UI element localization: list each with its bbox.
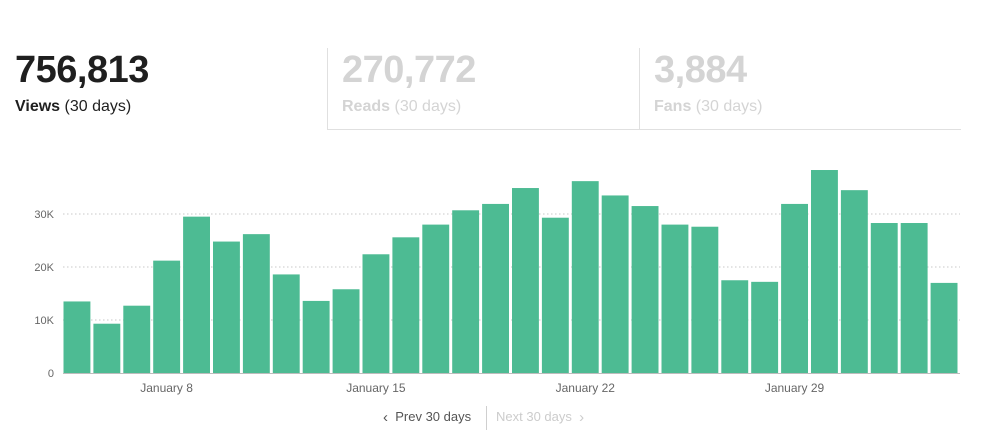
- bar: [930, 282, 958, 373]
- next-label: Next 30 days: [496, 409, 572, 424]
- bar: [751, 281, 779, 373]
- bar: [422, 224, 450, 373]
- x-tick-label: January 22: [556, 381, 616, 395]
- bar: [272, 274, 300, 373]
- y-tick-label: 20K: [34, 262, 54, 274]
- bar: [482, 203, 509, 373]
- reads-count: 270,772: [342, 49, 476, 91]
- bar: [661, 224, 689, 373]
- views-count: 756,813: [15, 49, 149, 91]
- bar: [153, 260, 181, 373]
- next-30-days-button: Next 30 days ›: [496, 409, 584, 426]
- reads-label: Reads (30 days): [328, 96, 639, 118]
- views-label-text: Views: [15, 98, 61, 115]
- bar: [332, 289, 360, 373]
- chevron-left-icon: ‹: [383, 409, 388, 426]
- pager-divider: [486, 406, 487, 430]
- bar: [183, 216, 210, 373]
- fans-period: (30 days): [695, 98, 763, 115]
- bar: [840, 190, 868, 373]
- bar: [512, 188, 539, 373]
- bar: [571, 181, 599, 373]
- fans-label-text: Fans: [654, 98, 692, 115]
- bar: [691, 226, 719, 373]
- bar: [721, 280, 749, 373]
- bar: [900, 223, 928, 373]
- views-period: (30 days): [64, 98, 132, 115]
- reads-label-text: Reads: [342, 98, 391, 115]
- bar: [302, 300, 330, 373]
- bar: [123, 305, 151, 373]
- reads-period: (30 days): [394, 98, 462, 115]
- y-tick-label: 10K: [34, 315, 54, 327]
- reads-stat-tab[interactable]: 270,772 Reads (30 days): [327, 48, 639, 130]
- fans-stat-tab[interactable]: 3,884 Fans (30 days): [639, 48, 961, 130]
- x-tick-label: January 8: [140, 381, 193, 395]
- bar: [63, 301, 91, 373]
- bar: [93, 323, 121, 373]
- views-stat-tab[interactable]: 756,813 Views (30 days): [15, 48, 315, 130]
- pagination: ‹ Prev 30 days Next 30 days ›: [0, 406, 1000, 430]
- bar: [631, 206, 659, 373]
- bar: [601, 195, 629, 373]
- prev-30-days-button[interactable]: ‹ Prev 30 days: [383, 409, 471, 426]
- y-tick-label: 30K: [34, 209, 54, 221]
- chevron-right-icon: ›: [579, 409, 585, 426]
- bar: [870, 223, 898, 373]
- bar: [452, 210, 480, 373]
- stats-row: 756,813 Views (30 days) 270,772 Reads (3…: [0, 0, 1000, 130]
- bar: [811, 170, 838, 373]
- bar: [781, 203, 808, 373]
- bar: [213, 241, 240, 373]
- x-tick-label: January 15: [346, 381, 406, 395]
- y-tick-label: 0: [48, 368, 54, 380]
- bar: [242, 234, 270, 373]
- fans-count: 3,884: [654, 49, 747, 91]
- views-label: Views (30 days): [15, 96, 315, 118]
- bar: [392, 237, 420, 373]
- prev-label: Prev 30 days: [395, 409, 472, 424]
- fans-label: Fans (30 days): [640, 96, 961, 118]
- bar: [362, 254, 390, 373]
- x-tick-label: January 29: [765, 381, 825, 395]
- bar: [541, 217, 569, 373]
